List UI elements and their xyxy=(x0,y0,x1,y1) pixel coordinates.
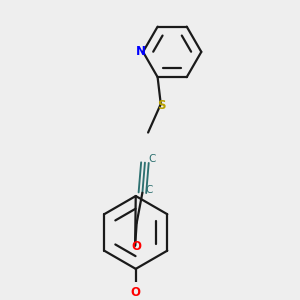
Text: C: C xyxy=(146,184,153,195)
Text: S: S xyxy=(157,99,166,112)
Text: O: O xyxy=(132,240,142,253)
Text: N: N xyxy=(136,45,146,58)
Text: C: C xyxy=(148,154,156,164)
Text: O: O xyxy=(131,286,141,299)
